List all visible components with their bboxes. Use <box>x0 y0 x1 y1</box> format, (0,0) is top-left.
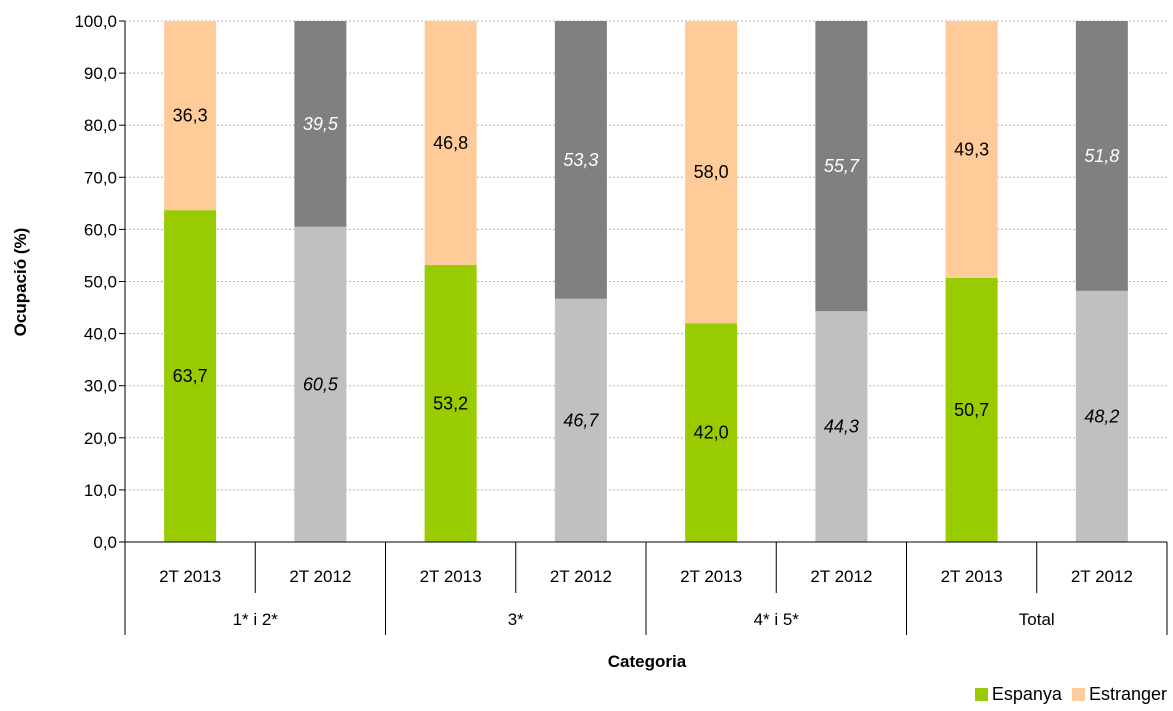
y-tick-label: 90,0 <box>84 64 117 83</box>
gridlines <box>125 20 1167 491</box>
axes: 0,0 10,0 20,0 30,0 40,0 50,0 60,0 70,0 80,0 90,0 1… <box>74 12 1168 635</box>
x-tick-label: 2T 2013 <box>941 567 1003 586</box>
y-tick-label: 30,0 <box>84 377 117 396</box>
legend: Espanya Estranger <box>974 684 1167 705</box>
x-axis-title: Categoria <box>608 652 687 671</box>
x-tick-label: 2T 2013 <box>159 567 221 586</box>
bar-segment-espanya <box>945 277 998 542</box>
data-label-estranger: 39,5 <box>303 114 339 134</box>
bar-segment-espanya <box>1075 290 1128 542</box>
x-tick-label: 2T 2012 <box>1071 567 1133 586</box>
group-label: 3* <box>508 610 524 629</box>
y-tick-label: 0,0 <box>93 533 117 552</box>
legend-swatch-espanya <box>974 688 988 701</box>
data-label-estranger: 36,3 <box>173 106 208 126</box>
bar-segment-espanya <box>424 264 477 542</box>
y-tick-label: 40,0 <box>84 325 117 344</box>
bar-segment-espanya <box>815 311 868 542</box>
bar-segment-espanya <box>164 210 217 543</box>
bar-segment-espanya <box>685 323 738 542</box>
data-label-espanya: 48,2 <box>1084 406 1119 426</box>
y-tick-label: 10,0 <box>84 481 117 500</box>
data-label-estranger: 55,7 <box>824 156 860 176</box>
legend-label-espanya: Espanya <box>991 684 1062 704</box>
bar-segment-espanya <box>294 226 347 543</box>
bars <box>164 21 1128 543</box>
y-axis-title: Ocupació (%) <box>11 228 30 337</box>
data-label-estranger: 58,0 <box>694 162 729 182</box>
group-label: 4* i 5* <box>754 610 800 629</box>
x-tick-label: 2T 2012 <box>289 567 351 586</box>
data-label-espanya: 60,5 <box>303 374 339 394</box>
bar-segment-estranger <box>815 21 868 312</box>
y-tick-label: 100,0 <box>74 12 117 31</box>
x-tick-label: 2T 2012 <box>810 567 872 586</box>
bar-segment-estranger <box>294 21 347 227</box>
bar-segment-estranger <box>945 21 998 278</box>
y-tick-label: 60,0 <box>84 220 117 239</box>
bar-segment-estranger <box>164 21 217 211</box>
x-tick-label: 2T 2012 <box>550 567 612 586</box>
data-label-espanya: 50,7 <box>954 400 989 420</box>
legend-item-espanya: Espanya <box>974 684 1062 705</box>
bar-segment-espanya <box>554 298 607 542</box>
data-label-estranger: 51,8 <box>1084 146 1119 166</box>
data-label-espanya: 42,0 <box>694 423 729 443</box>
data-label-espanya: 63,7 <box>173 366 208 386</box>
group-label: Total <box>1019 610 1055 629</box>
y-tick-label: 50,0 <box>84 273 117 292</box>
data-label-estranger: 53,3 <box>563 150 598 170</box>
data-label-espanya: 44,3 <box>824 417 859 437</box>
x-tick-label: 2T 2013 <box>420 567 482 586</box>
y-tick-label: 70,0 <box>84 168 117 187</box>
data-label-estranger: 46,8 <box>433 133 468 153</box>
bar-segment-estranger <box>554 21 607 299</box>
bar-segment-estranger <box>424 21 477 265</box>
data-label-espanya: 53,2 <box>433 393 468 413</box>
bar-segment-estranger <box>1075 21 1128 291</box>
y-tick-label: 80,0 <box>84 116 117 135</box>
group-label: 1* i 2* <box>233 610 279 629</box>
legend-swatch-estranger <box>1071 688 1085 701</box>
data-label-espanya: 46,7 <box>563 410 599 430</box>
data-labels: 63,7 36,3 60,5 39,5 53,2 46,8 46,7 53,3 42,0 58,0… <box>173 106 1120 443</box>
x-tick-label: 2T 2013 <box>680 567 742 586</box>
data-label-estranger: 49,3 <box>954 139 989 159</box>
legend-item-estranger: Estranger <box>1071 684 1167 705</box>
bar-segment-estranger <box>685 21 738 324</box>
y-tick-label: 20,0 <box>84 429 117 448</box>
legend-label-estranger: Estranger <box>1088 684 1167 704</box>
